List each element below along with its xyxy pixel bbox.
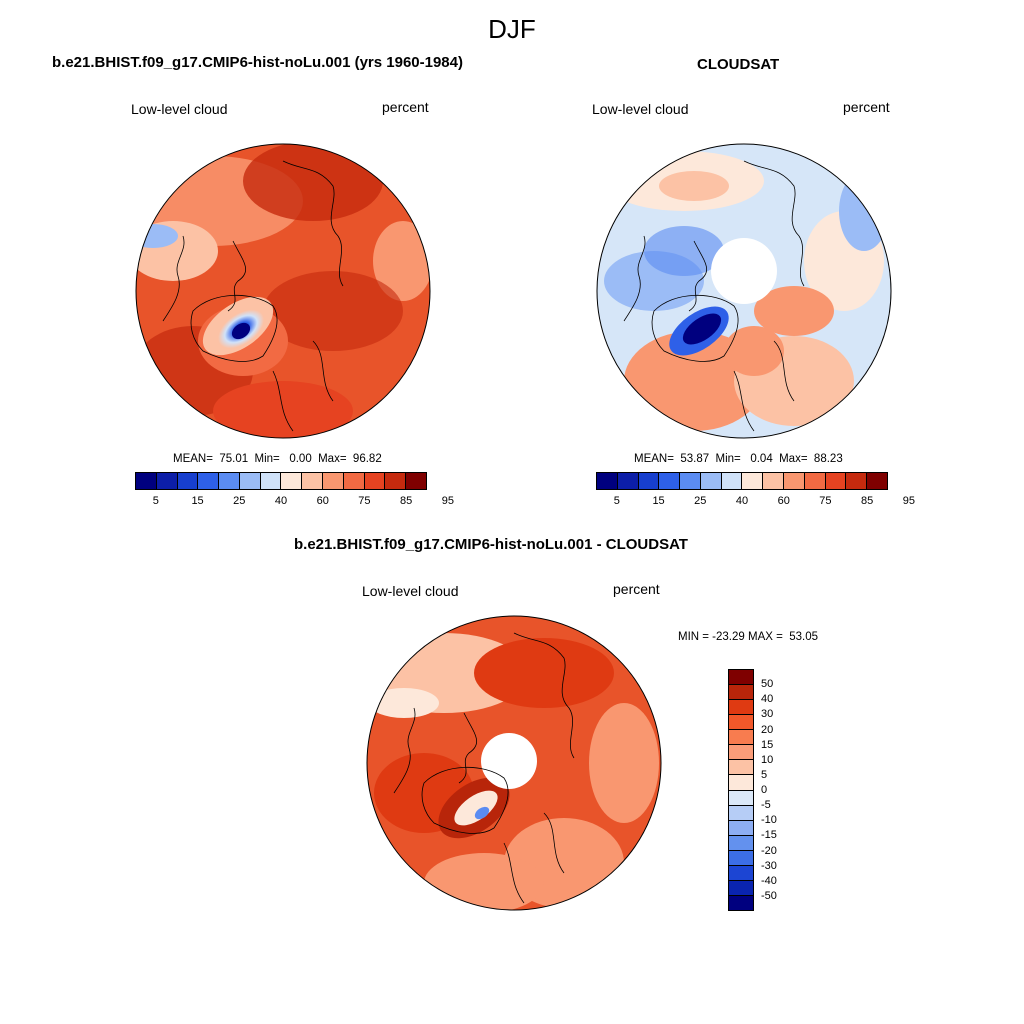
colorbar-box	[729, 760, 753, 776]
obs-stats: MEAN= 53.87 Min= 0.04 Max= 88.23	[634, 453, 843, 465]
colorbar-box	[659, 473, 681, 489]
colorbar-box	[729, 895, 753, 910]
colorbar-box	[156, 473, 178, 489]
colorbar-tick-label: -5	[761, 799, 771, 812]
colorbar-box	[323, 473, 344, 489]
colorbar-box	[680, 473, 701, 489]
colorbar-tick-label: 15	[191, 495, 204, 507]
diff-polar-map	[366, 615, 662, 911]
colorbar-tick-label: 40	[274, 495, 288, 507]
colorbar-tick-label: 5	[761, 768, 768, 781]
model-polar-map	[135, 143, 431, 439]
colorbar-tick-label: -50	[761, 889, 777, 902]
colorbar-box	[260, 473, 282, 489]
colorbar-box	[198, 473, 220, 489]
colorbar-tick-label: -40	[761, 874, 777, 887]
colorbar-box	[617, 473, 639, 489]
colorbar-tick-label: 30	[761, 708, 774, 721]
diff-colorbar	[728, 669, 754, 911]
obs-colorbar-ticks: 5 15 25 40 60 75 85 95	[596, 495, 915, 509]
colorbar-tick-label: 75	[819, 495, 832, 507]
colorbar-box	[597, 473, 618, 489]
figure-title: DJF	[488, 14, 536, 44]
model-panel-title: b.e21.BHIST.f09_g17.CMIP6-hist-noLu.001 …	[52, 54, 463, 71]
colorbar-tick-label: 40	[735, 495, 749, 507]
colorbar-box	[406, 473, 426, 489]
colorbar-tick-label: 25	[233, 495, 246, 507]
colorbar-box	[177, 473, 199, 489]
colorbar-box	[239, 473, 261, 489]
colorbar-box	[343, 473, 365, 489]
colorbar-tick-label: 15	[761, 738, 774, 751]
colorbar-box	[729, 880, 753, 896]
colorbar-box	[136, 473, 157, 489]
diff-units-label: percent	[613, 581, 660, 597]
colorbar-box	[219, 473, 240, 489]
colorbar-box	[729, 745, 753, 761]
colorbar-box	[729, 670, 753, 686]
model-stats: MEAN= 75.01 Min= 0.00 Max= 96.82	[173, 453, 382, 465]
model-variable-label: Low-level cloud	[131, 101, 228, 117]
obs-polar-map	[596, 143, 892, 439]
colorbar-box	[729, 685, 753, 701]
colorbar-tick-label: 25	[694, 495, 707, 507]
colorbar-box	[804, 473, 826, 489]
colorbar-tick-label: 95	[441, 495, 454, 507]
model-colorbar-ticks: 5 15 25 40 60 75 85 95	[135, 495, 454, 509]
colorbar-tick-label: 85	[861, 495, 874, 507]
obs-colorbar	[596, 472, 888, 490]
colorbar-tick-label: 60	[316, 495, 329, 507]
colorbar-box	[846, 473, 868, 489]
colorbar-box	[825, 473, 847, 489]
obs-panel-title: CLOUDSAT	[697, 56, 780, 73]
colorbar-tick-label: 60	[777, 495, 790, 507]
colorbar-tick-label: -20	[761, 844, 777, 857]
obs-units-label: percent	[843, 99, 890, 115]
colorbar-box	[729, 835, 753, 851]
obs-variable-label: Low-level cloud	[592, 101, 689, 117]
colorbar-box	[638, 473, 660, 489]
colorbar-box	[700, 473, 722, 489]
colorbar-tick-label: 5	[152, 495, 159, 507]
colorbar-tick-label: -30	[761, 859, 777, 872]
diff-panel-title: b.e21.BHIST.f09_g17.CMIP6-hist-noLu.001 …	[294, 536, 688, 553]
colorbar-tick-label: -15	[761, 829, 777, 842]
colorbar-box	[763, 473, 785, 489]
colorbar-box	[729, 790, 753, 806]
colorbar-tick-label: 95	[902, 495, 915, 507]
model-units-label: percent	[382, 99, 429, 115]
diff-colorbar-ticks: 50 40 30 20 15 10 5 0 -5 -10 -15 -20 -30 -40 -50	[761, 669, 801, 911]
colorbar-box	[281, 473, 303, 489]
colorbar-box	[385, 473, 407, 489]
colorbar-box	[729, 700, 753, 716]
diff-variable-label: Low-level cloud	[362, 583, 459, 599]
colorbar-box	[729, 775, 753, 791]
colorbar-tick-label: 5	[613, 495, 620, 507]
colorbar-tick-label: 10	[761, 753, 774, 766]
colorbar-tick-label: 0	[761, 784, 768, 796]
colorbar-tick-label: 20	[761, 723, 774, 736]
colorbar-tick-label: 15	[652, 495, 665, 507]
colorbar-box	[867, 473, 887, 489]
colorbar-tick-label: 50	[761, 678, 774, 691]
colorbar-box	[729, 850, 753, 866]
colorbar-tick-label: 40	[761, 693, 774, 706]
colorbar-box	[364, 473, 386, 489]
diff-stats: MIN = -23.29 MAX = 53.05	[678, 631, 818, 643]
colorbar-box	[729, 865, 753, 881]
colorbar-box	[302, 473, 324, 489]
colorbar-box	[729, 820, 753, 836]
colorbar-box	[721, 473, 743, 489]
colorbar-box	[784, 473, 805, 489]
colorbar-box	[729, 730, 753, 746]
colorbar-box	[742, 473, 764, 489]
model-colorbar	[135, 472, 427, 490]
colorbar-box	[729, 805, 753, 821]
colorbar-box	[729, 715, 753, 731]
colorbar-tick-label: 75	[358, 495, 371, 507]
colorbar-tick-label: 85	[400, 495, 413, 507]
colorbar-tick-label: -10	[761, 814, 777, 827]
